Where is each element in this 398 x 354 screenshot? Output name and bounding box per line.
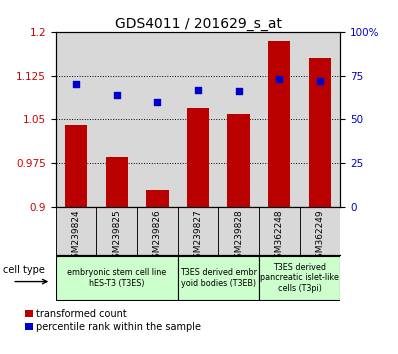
Bar [268, 41, 291, 207]
Text: T3ES derived
pancreatic islet-like
cells (T3pi): T3ES derived pancreatic islet-like cells… [260, 263, 339, 293]
Bar [259, 207, 300, 255]
Bar [228, 114, 250, 207]
Bar [65, 125, 87, 207]
Bar [309, 58, 331, 207]
Bar [56, 32, 96, 207]
Bar [300, 207, 340, 255]
Point [236, 88, 242, 94]
Text: GSM362248: GSM362248 [275, 210, 284, 264]
Text: GSM239826: GSM239826 [153, 210, 162, 264]
Bar [178, 32, 219, 207]
Bar [187, 108, 209, 207]
Bar [259, 32, 300, 207]
Bar [219, 32, 259, 207]
Bar [219, 207, 259, 255]
Bar [96, 207, 137, 255]
Point [317, 78, 323, 84]
Text: GSM362249: GSM362249 [316, 210, 324, 264]
Text: GSM239825: GSM239825 [112, 210, 121, 264]
Point [195, 87, 201, 92]
Text: cell type: cell type [3, 265, 45, 275]
Bar [56, 256, 178, 300]
Bar [96, 32, 137, 207]
Bar [56, 207, 96, 255]
Bar [178, 256, 259, 300]
Point [113, 92, 120, 98]
Text: GSM239827: GSM239827 [193, 210, 203, 264]
Text: GSM239828: GSM239828 [234, 210, 243, 264]
Bar [137, 32, 178, 207]
Text: T3ES derived embr
yoid bodies (T3EB): T3ES derived embr yoid bodies (T3EB) [180, 268, 257, 287]
Legend: transformed count, percentile rank within the sample: transformed count, percentile rank withi… [25, 309, 201, 332]
Title: GDS4011 / 201629_s_at: GDS4011 / 201629_s_at [115, 17, 281, 31]
Bar [137, 207, 178, 255]
Bar [105, 158, 128, 207]
Point [276, 76, 283, 82]
Bar [146, 190, 168, 207]
Point [154, 99, 160, 105]
Text: embryonic stem cell line
hES-T3 (T3ES): embryonic stem cell line hES-T3 (T3ES) [67, 268, 166, 287]
Bar [178, 207, 219, 255]
Text: GSM239824: GSM239824 [72, 210, 80, 264]
Bar [300, 32, 340, 207]
Point [73, 82, 79, 87]
Bar [259, 256, 340, 300]
